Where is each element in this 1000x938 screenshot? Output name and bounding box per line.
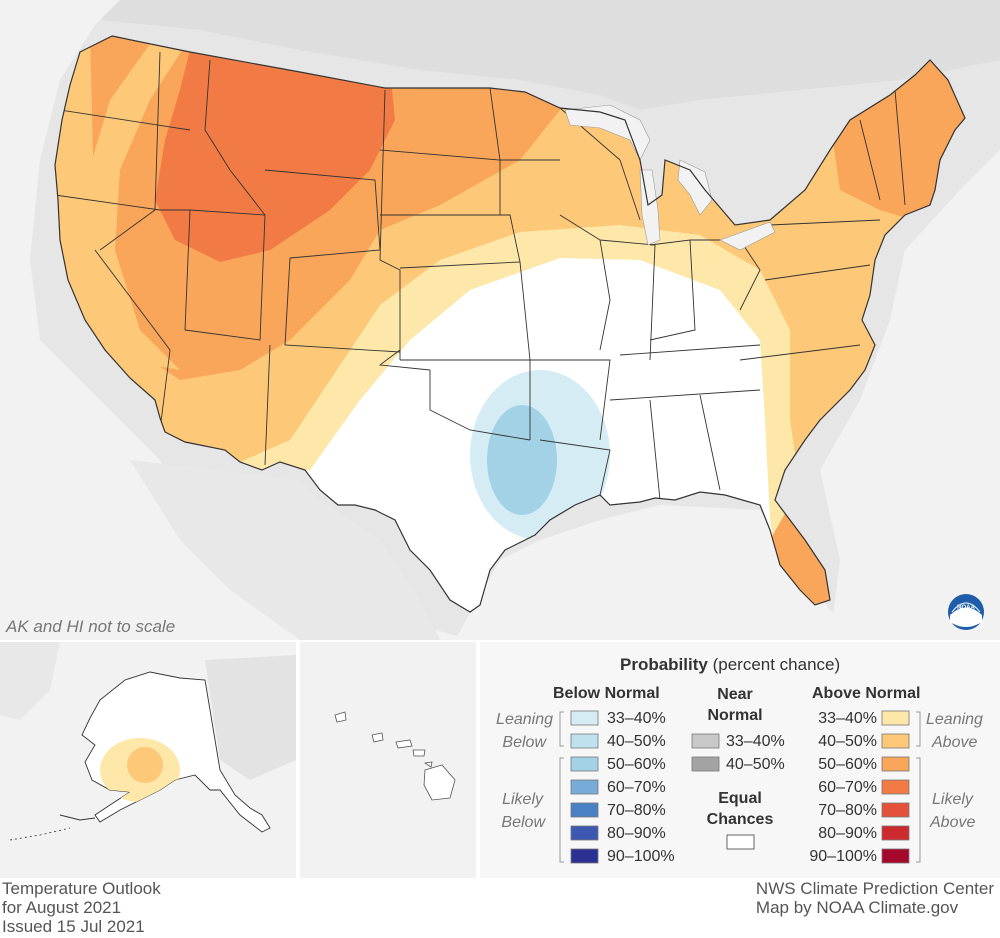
below-normal-item-label: 90–100% [607,848,675,865]
above-normal-items: 33–40% 40–50% 50–60% 60–70% 70–80% 80–90% 90–1… [809,710,910,865]
below-normal-item-label: 40–50% [607,733,666,750]
footer-source: NWS Climate Prediction Center [755,879,994,898]
likely-below-bracket [559,757,564,863]
below-normal-header: Below Normal [553,685,660,702]
below-normal-item-swatch [570,848,599,864]
state-borders [55,51,906,501]
above-normal-item-swatch [881,825,910,841]
below-normal-item-label: 80–90% [607,825,666,842]
above-normal-item-label: 33–40% [818,710,877,727]
equal-chances-swatch [726,834,755,850]
pacific-ocean [0,0,470,640]
near-normal-item-label: 33–40% [726,733,785,750]
likely-above-bracket [916,757,921,863]
above-40-50-coast [80,36,195,370]
near-normal-item-swatch [691,733,720,749]
below-normal-item-swatch [570,802,599,818]
above-60-70 [155,50,395,262]
likely-below-label-1: Likely [502,791,544,808]
legend-title: Probability (percent chance) [620,655,840,674]
noaa-logo-icon: NOAA [948,594,984,630]
above-normal-item-swatch [881,848,910,864]
leaning-above-bracket [916,711,921,747]
above-normal-item-swatch [881,733,910,749]
footer-period: for August 2021 [2,898,122,917]
above-normal-item-swatch [881,710,910,726]
footer-title: Temperature Outlook [2,879,161,898]
lake-huron [677,159,713,216]
below-normal-item-swatch [570,779,599,795]
noaa-logo-text: NOAA [957,605,975,611]
below-normal-item-label: 60–70% [607,779,666,796]
lake-erie [719,221,776,251]
near-normal-item-label: 40–50% [726,756,785,773]
below-normal-item-label: 33–40% [607,710,666,727]
above-normal-item-label: 50–60% [818,756,877,773]
hawaii-panel [300,642,476,878]
above-normal-item-swatch [881,779,910,795]
footer-credit: Map by NOAA Climate.gov [755,898,959,917]
likely-below-label-2: Below [501,814,546,831]
atlantic-ocean [820,150,1000,640]
legend: Probability (percent chance) Below Norma… [496,655,983,865]
below-normal-item-label: 70–80% [607,802,666,819]
below-normal-items: 33–40% 40–50% 50–60% 60–70% 70–80% 80–90% 90–1… [570,710,675,865]
likely-above-label-2: Above [929,814,975,831]
footer-right: NWS Climate Prediction Center Map by NOA… [756,879,994,917]
above-normal-item-label: 40–50% [818,733,877,750]
likely-above-label-1: Likely [932,791,974,808]
canada-region [0,0,1000,110]
near-normal-item-swatch [691,756,720,772]
above-normal-item-label: 70–80% [818,802,877,819]
below-normal-item-swatch [570,756,599,772]
near-normal-header-2: Normal [707,707,762,724]
leaning-above-label-1: Leaning [926,711,983,728]
scale-note: AK and HI not to scale [5,617,175,636]
leaning-below-label-2: Below [502,734,547,751]
leaning-below-label-1: Leaning [496,711,553,728]
leaning-below-bracket [559,711,564,747]
legend-title-rest: (percent chance) [708,655,840,674]
hawaii-inset [334,711,456,801]
gulf-of-mexico [455,505,860,640]
alaska-inset [0,642,296,841]
equal-chances-label-1: Equal [718,790,762,807]
mexico-region [130,460,440,640]
above-normal-item-swatch [881,802,910,818]
below-normal-item-swatch [570,825,599,841]
below-normal-item-swatch [570,733,599,749]
above-normal-item-label: 60–70% [818,779,877,796]
footer-left: Temperature Outlook for August 2021 Issu… [2,879,161,936]
above-normal-item-label: 80–90% [818,825,877,842]
below-normal-item-swatch [570,710,599,726]
below-40-50 [487,405,557,515]
below-normal-item-label: 50–60% [607,756,666,773]
near-normal-items: 33–40% 40–50% [691,733,785,773]
above-normal-item-swatch [881,756,910,772]
above-normal-header: Above Normal [812,685,920,702]
legend-title-bold: Probability [620,655,708,674]
above-normal-item-label: 90–100% [809,848,877,865]
equal-chances-label-2: Chances [707,811,774,828]
leaning-above-label-2: Above [931,734,977,751]
footer-issued: Issued 15 Jul 2021 [2,917,145,936]
near-normal-header-1: Near [717,686,753,703]
